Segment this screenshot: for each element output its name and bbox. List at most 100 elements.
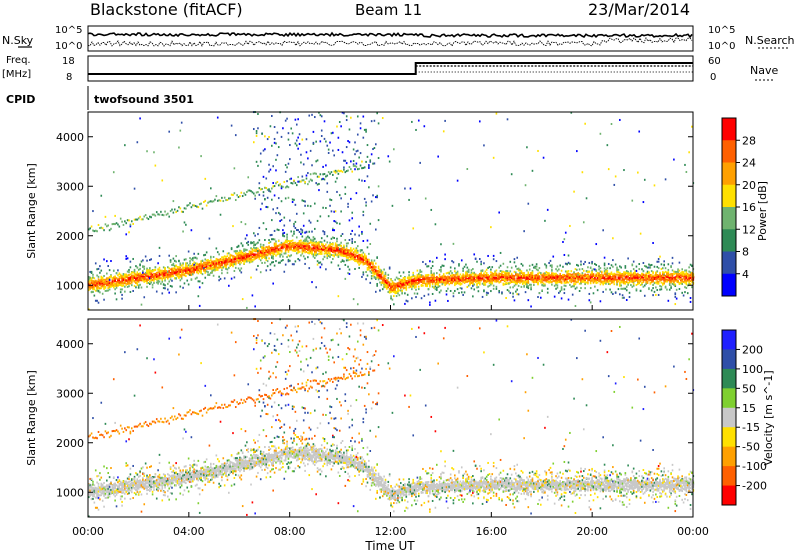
power-cell: [208, 274, 211, 277]
power-cell: [524, 280, 527, 283]
power-cell: [420, 297, 423, 300]
power-cell: [448, 276, 451, 279]
power-cell: [247, 176, 250, 179]
power-cell: [146, 267, 148, 270]
freq-tick-top: 18: [62, 56, 75, 67]
power-cell: [106, 272, 108, 275]
power-cell: [336, 237, 338, 240]
power-cell: [277, 251, 280, 254]
power-cell: [512, 276, 514, 279]
power-cell: [332, 248, 334, 251]
power-cell: [234, 252, 237, 255]
power-cell: [230, 193, 233, 196]
power-cell: [160, 270, 162, 273]
power-cell: [165, 276, 168, 279]
power-cell: [269, 234, 272, 237]
power-cell: [300, 153, 302, 156]
power-cell: [228, 257, 230, 260]
power-cell: [352, 256, 355, 259]
power-cell: [284, 119, 287, 122]
power-cell: [218, 266, 220, 269]
power-cell: [121, 284, 123, 287]
power-cell: [379, 270, 381, 273]
power-cell: [501, 278, 503, 281]
power-cell: [526, 286, 528, 289]
power-cell: [495, 285, 498, 288]
power-cell: [262, 254, 265, 257]
power-cell: [510, 272, 513, 275]
power-cell: [308, 242, 311, 245]
power-cell: [257, 256, 259, 259]
power-cell: [197, 267, 200, 270]
power-cell: [254, 254, 256, 257]
power-cell: [460, 282, 463, 285]
power-cell: [304, 238, 306, 241]
power-cell: [307, 244, 309, 247]
power-cell: [322, 243, 324, 246]
power-cell: [358, 178, 360, 181]
power-cell: [509, 270, 512, 273]
power-cell: [262, 149, 265, 152]
power-cell: [512, 286, 514, 289]
power-cell: [544, 283, 546, 286]
power-cell: [370, 153, 373, 156]
power-cell: [463, 279, 466, 282]
power-cell: [128, 273, 130, 276]
power-cell: [168, 291, 171, 294]
power-cell: [416, 283, 419, 286]
power-cell: [490, 283, 492, 286]
power-cell: [417, 119, 420, 122]
power-cell: [526, 276, 528, 279]
power-cell: [147, 218, 150, 221]
power-cell: [247, 255, 250, 258]
power-cell: [130, 278, 133, 281]
power-cell: [273, 247, 276, 250]
power-cell: [276, 245, 279, 248]
power-cell: [90, 285, 93, 288]
freq-line: [88, 62, 693, 75]
power-cell: [146, 272, 148, 275]
power-cell: [497, 275, 499, 278]
power-cell: [327, 254, 330, 257]
power-cell: [409, 277, 412, 280]
power-cell: [445, 279, 448, 282]
power-cell: [499, 280, 502, 283]
power-cell: [527, 202, 530, 205]
power-cell: [526, 269, 528, 272]
power-cell: [473, 277, 476, 280]
power-cell: [320, 237, 323, 240]
power-cell: [149, 269, 151, 272]
power-cell: [528, 283, 531, 286]
power-cell: [309, 241, 312, 244]
power-cell: [327, 151, 330, 154]
power-cell: [495, 277, 498, 280]
power-cell: [287, 249, 290, 252]
power-cell: [103, 282, 105, 285]
power-cell: [521, 264, 524, 267]
power-cell: [521, 282, 524, 285]
power-cell: [333, 220, 336, 223]
power-cell: [119, 273, 122, 276]
power-cell: [180, 268, 183, 271]
power-cell: [290, 246, 293, 249]
power-cell: [96, 299, 98, 302]
power-cell: [417, 272, 420, 275]
power-cell: [107, 278, 110, 281]
power-cell: [225, 199, 227, 202]
power-cell: [350, 251, 352, 254]
power-cell: [470, 279, 473, 282]
power-cell: [327, 171, 330, 174]
power-cell: [398, 294, 401, 297]
power-cell: [354, 249, 356, 252]
power-cell: [456, 278, 459, 281]
power-cell: [313, 246, 316, 249]
power-cell: [512, 278, 514, 281]
power-cell: [93, 281, 96, 284]
power-cell: [517, 267, 520, 270]
power-cell: [149, 280, 151, 283]
power-cell: [491, 272, 494, 275]
power-cell: [412, 227, 415, 230]
power-cell: [284, 249, 287, 252]
power-cell: [100, 278, 103, 281]
power-cell: [362, 261, 365, 264]
